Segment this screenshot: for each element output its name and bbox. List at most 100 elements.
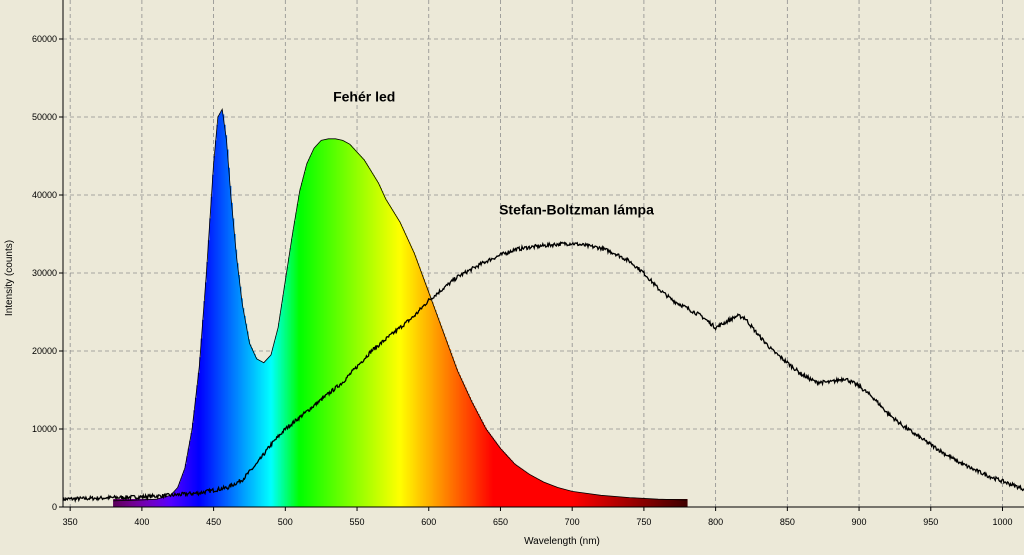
spectrum-bar-slice — [521, 499, 525, 507]
x-tick-label: 450 — [206, 517, 221, 527]
spectrum-bar-slice — [190, 499, 193, 507]
led-spectrum-slice — [204, 282, 208, 507]
spectrum-bar-slice — [639, 499, 642, 507]
spectrum-bar-slice — [529, 499, 532, 507]
spectrum-bar-slice — [517, 499, 520, 507]
led-spectrum-slice — [382, 194, 385, 507]
spectrum-bar-slice — [358, 499, 361, 507]
spectrum-bar-slice — [625, 499, 628, 507]
spectrum-bar-slice — [199, 499, 202, 507]
led-spectrum-slice — [394, 214, 397, 507]
spectrum-bar-slice — [433, 499, 436, 507]
spectrum-bar-slice — [633, 499, 636, 507]
spectrum-bar-slice — [219, 499, 222, 507]
spectrum-bar-slice — [623, 499, 626, 507]
led-spectrum-slice — [444, 337, 447, 507]
spectrum-bar-slice — [550, 499, 553, 507]
led-spectrum-slice — [331, 138, 334, 507]
spectrum-bar-slice — [451, 499, 454, 507]
spectrum-bar-slice — [334, 499, 337, 507]
spectrum-bar-slice — [402, 499, 405, 507]
spectrum-bar-slice — [237, 499, 241, 507]
spectrum-bar-slice — [675, 499, 678, 507]
spectrum-bar-slice — [635, 499, 638, 507]
led-spectrum-slice — [372, 175, 375, 507]
spectrum-bar-slice — [616, 499, 619, 507]
spectrum-bar-slice — [651, 499, 654, 507]
led-spectrum-slice — [345, 142, 348, 507]
spectrum-bar-slice — [587, 499, 590, 507]
spectrum-bar-slice — [351, 499, 354, 507]
led-spectrum-slice — [286, 266, 289, 507]
spectrum-bar-slice — [573, 499, 576, 507]
led-spectrum-slice — [227, 167, 230, 507]
led-spectrum-slice — [524, 471, 527, 507]
spectrum-bar-slice — [230, 499, 233, 507]
led-spectrum-slice — [249, 344, 252, 507]
spectrum-bar-slice — [497, 499, 500, 507]
spectrum-bar-slice — [494, 499, 497, 507]
spectrum-bar-slice — [405, 499, 408, 507]
led-spectrum-slice — [410, 245, 413, 507]
led-spectrum-slice — [401, 226, 404, 507]
spectrum-bar-slice — [278, 499, 281, 507]
spectrum-bar-slice — [620, 499, 623, 507]
spectrum-bar-slice — [157, 499, 160, 507]
led-spectrum-slice — [268, 357, 271, 507]
led-spectrum-slice — [514, 464, 517, 507]
led-spectrum-slice — [325, 139, 328, 507]
spectrum-bar-slice — [342, 499, 345, 507]
led-spectrum-slice — [474, 408, 477, 507]
spectrum-bar-slice — [524, 499, 527, 507]
spectrum-bar-slice — [173, 499, 176, 507]
led-spectrum-slice — [237, 274, 241, 507]
led-spectrum-slice — [242, 308, 245, 507]
led-spectrum-slice — [361, 157, 364, 507]
led-spectrum-slice — [457, 372, 460, 507]
spectrum-bar-slice — [240, 499, 243, 507]
spectrum-bar-slice — [567, 499, 570, 507]
spectrum-bar-slice — [153, 499, 156, 507]
spectrum-bar-slice — [411, 499, 414, 507]
led-spectrum-slice — [187, 448, 190, 507]
led-spectrum-slice — [245, 323, 248, 507]
spectrum-bar-slice — [390, 499, 393, 507]
spectrum-bar-slice — [671, 499, 674, 507]
led-spectrum-slice — [253, 354, 256, 507]
spectrum-bar-slice — [533, 499, 536, 507]
spectrum-bar-slice — [146, 499, 149, 507]
led-spectrum-slice — [471, 403, 474, 507]
spectrum-bar-slice — [253, 499, 256, 507]
led-spectrum-slice — [569, 490, 572, 507]
spectrum-bar-slice — [117, 499, 120, 507]
spectrum-bar-slice — [656, 499, 659, 507]
led-spectrum-slice — [206, 262, 209, 507]
led-spectrum-slice — [303, 171, 307, 507]
led-spectrum-slice — [190, 432, 193, 507]
spectrum-bar-slice — [367, 499, 370, 507]
spectrum-bar-slice — [276, 499, 279, 507]
spectrum-bar-slice — [268, 499, 271, 507]
spectrum-bar-slice — [630, 499, 634, 507]
spectrum-bar-slice — [149, 499, 152, 507]
spectrum-bar-slice — [209, 499, 212, 507]
led-spectrum-slice — [259, 360, 262, 507]
spectrum-bar-slice — [423, 499, 426, 507]
spectrum-bar-slice — [216, 499, 219, 507]
led-spectrum-slice — [464, 387, 467, 507]
y-tick-label: 20000 — [32, 346, 57, 356]
led-spectrum-slice — [408, 242, 411, 507]
led-spectrum-slice — [562, 488, 565, 507]
x-tick-label: 550 — [350, 517, 365, 527]
spectrum-bar-slice — [222, 499, 225, 507]
led-spectrum-slice — [500, 449, 503, 507]
spectrum-bar-slice — [642, 499, 645, 507]
led-spectrum-slice — [186, 456, 189, 507]
spectrum-bar-slice — [622, 499, 625, 507]
led-spectrum-slice — [248, 339, 251, 507]
led-spectrum-slice — [285, 276, 288, 507]
spectrum-bar-slice — [464, 499, 467, 507]
led-spectrum-slice — [454, 364, 457, 507]
led-spectrum-slice — [364, 161, 367, 507]
spectrum-bar-slice — [404, 499, 407, 507]
